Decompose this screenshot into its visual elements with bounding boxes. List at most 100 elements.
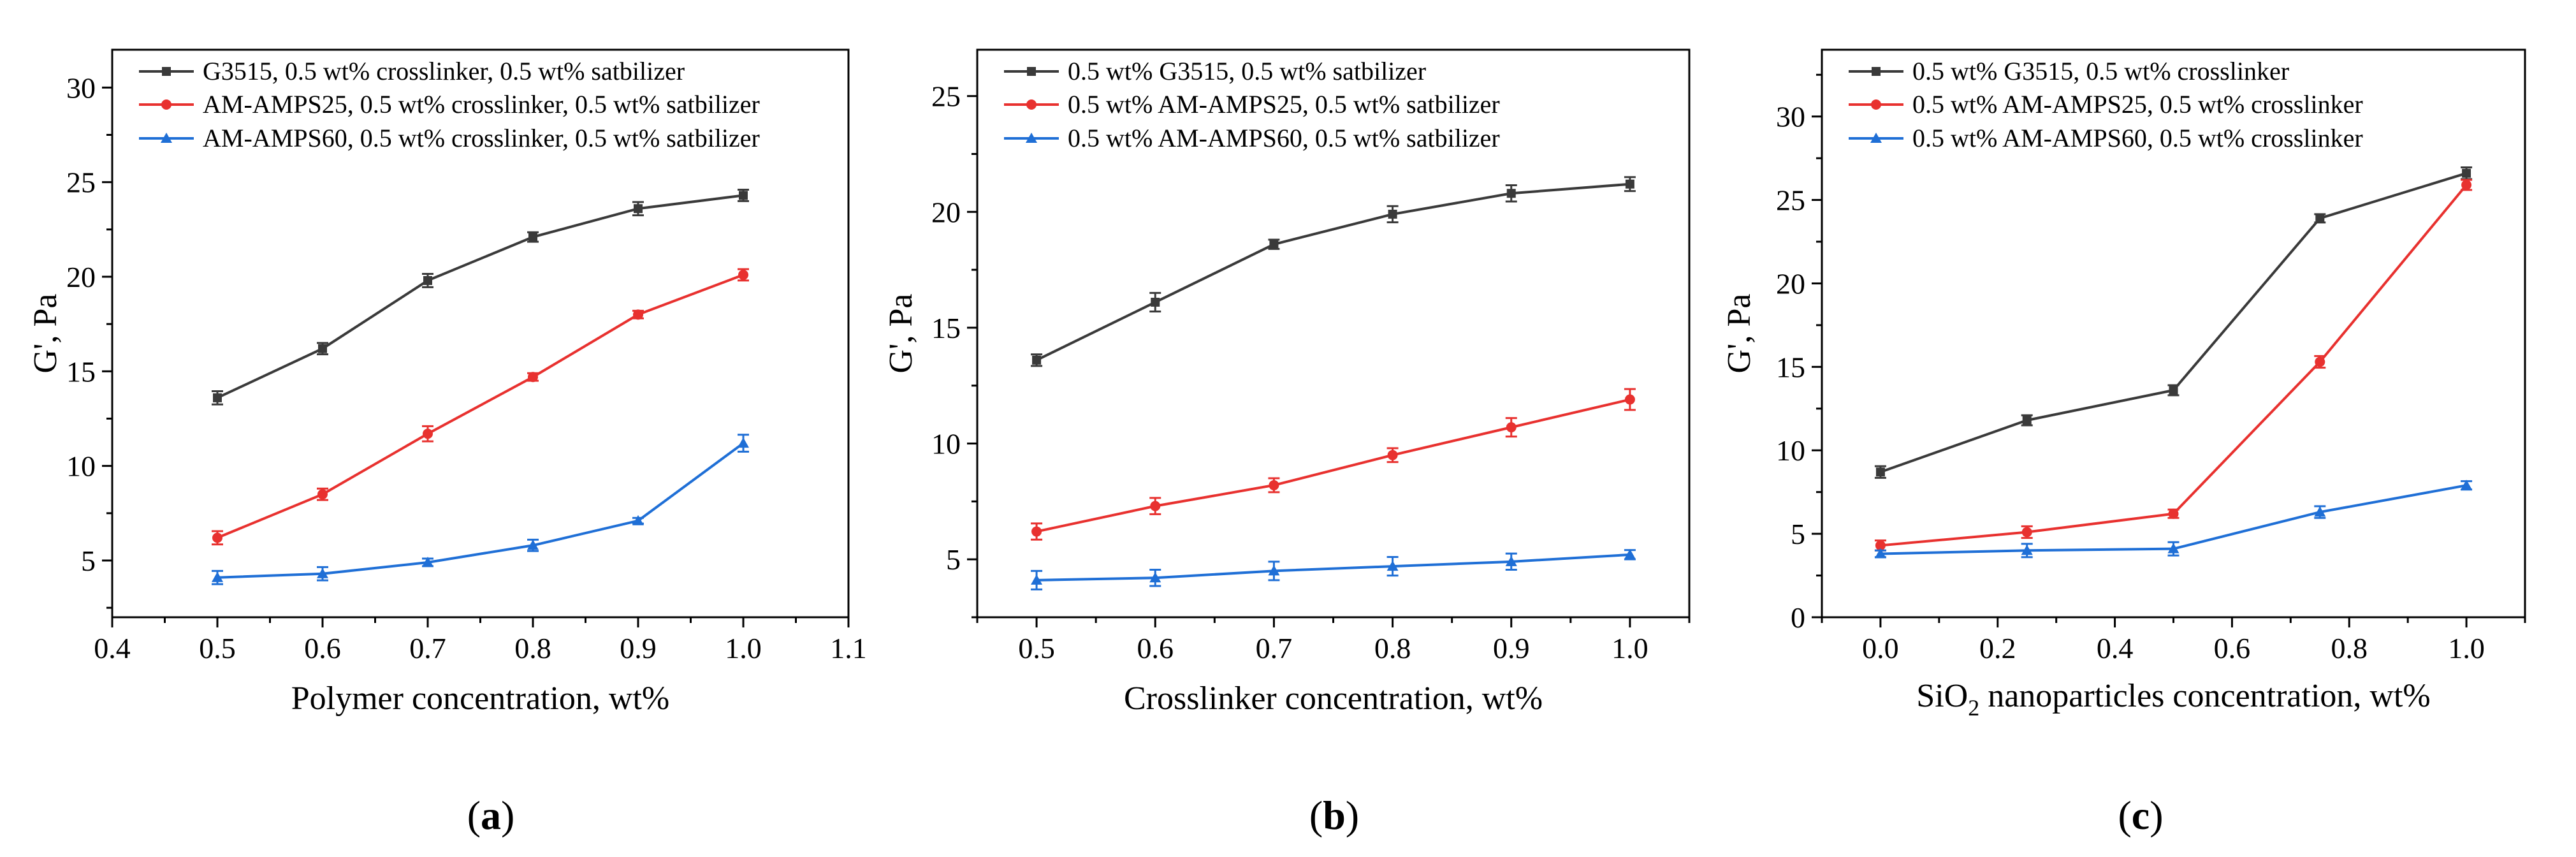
legend-marker: [1027, 67, 1036, 76]
y-tick-label: 15: [931, 312, 961, 344]
x-tick-label: 0.9: [620, 632, 657, 664]
y-tick-label: 15: [66, 355, 96, 388]
data-point: [1625, 179, 1634, 189]
data-point: [212, 532, 222, 543]
y-tick-label: 15: [1776, 351, 1805, 383]
data-point: [212, 571, 223, 582]
panel-label-paren: ): [2150, 793, 2163, 838]
series-line: [217, 274, 744, 539]
data-point: [213, 393, 222, 402]
data-point: [2462, 168, 2471, 178]
data-point: [1506, 422, 1517, 433]
data-point: [1031, 526, 1042, 537]
x-tick-label: 0.8: [514, 632, 551, 664]
panel-label-paren: (: [1309, 793, 1323, 838]
series-0: [1031, 176, 1636, 367]
x-tick-label: 0.4: [94, 632, 131, 664]
data-point: [2315, 214, 2325, 223]
panel-label: (c): [2118, 793, 2163, 838]
data-point: [317, 568, 328, 578]
data-point: [1032, 355, 1042, 365]
chart-panel-b: 0.5 0.6 0.7 0.8 0.9 1.0 5 10 15 20 25 G', Pa Crossli…: [883, 48, 1691, 838]
series-line: [1036, 398, 1631, 533]
legend-marker: [1026, 99, 1037, 110]
data-point: [1875, 540, 1886, 551]
legend-label: G3515, 0.5 wt% crosslinker, 0.5 wt% satb…: [203, 57, 685, 85]
data-point: [1874, 548, 1886, 559]
x-axis-title-subscript: 2: [1968, 695, 1979, 721]
data-point: [423, 428, 433, 439]
panel-label-paren: ): [501, 793, 514, 838]
x-tick-label: 1.0: [1612, 632, 1648, 664]
legend-label: 0.5 wt% AM-AMPS60, 0.5 wt% crosslinker: [1912, 124, 2363, 152]
data-point: [2461, 480, 2473, 490]
data-point: [738, 437, 749, 448]
y-tick-label: 5: [946, 543, 961, 576]
data-point: [1387, 450, 1398, 460]
legend-marker: [162, 67, 171, 76]
y-tick-label: 25: [1776, 184, 1805, 217]
data-point: [2168, 508, 2179, 519]
legend: 0.5 wt% G3515, 0.5 wt% satbilizer 0.5 wt%…: [1004, 57, 1500, 152]
legend-label: 0.5 wt% AM-AMPS25, 0.5 wt% crosslinker: [1912, 90, 2363, 119]
series-line: [1880, 172, 2467, 474]
series-0: [212, 189, 749, 406]
panel-label-paren: ): [1346, 793, 1359, 838]
data-point: [2021, 527, 2032, 538]
legend-marker: [1026, 133, 1037, 143]
data-point: [1031, 574, 1043, 585]
data-point: [318, 344, 327, 353]
x-tick-label: 0.8: [2331, 632, 2368, 664]
legend-label: AM-AMPS25, 0.5 wt% crosslinker, 0.5 wt% …: [203, 90, 760, 119]
data-point: [739, 191, 748, 200]
y-tick-label: 30: [66, 71, 96, 104]
data-point: [1269, 240, 1279, 249]
legend-label: 0.5 wt% G3515, 0.5 wt% crosslinker: [1912, 57, 2289, 85]
x-tick-label: 0.9: [1493, 632, 1530, 664]
x-tick-label: 0.8: [1374, 632, 1411, 664]
panel-label-paren: (: [467, 793, 481, 838]
series-1: [1874, 179, 2473, 552]
x-tick-label: 0.6: [2214, 632, 2251, 664]
data-point: [2167, 543, 2179, 553]
panel-label-letter: c: [2132, 793, 2150, 838]
data-point: [634, 204, 643, 214]
series-2: [212, 434, 749, 585]
data-point: [2021, 545, 2033, 555]
data-point: [1624, 548, 1636, 559]
data-point: [2315, 356, 2325, 367]
y-tick-label: 20: [66, 261, 96, 293]
legend: 0.5 wt% G3515, 0.5 wt% crosslinker 0.5 wt…: [1849, 57, 2363, 152]
data-point: [2461, 180, 2472, 191]
x-axis-title: SiO2 nanoparticles concentration, wt%: [1916, 678, 2430, 721]
data-point: [317, 489, 328, 500]
y-tick-label: 5: [81, 545, 96, 577]
data-point: [2022, 416, 2032, 425]
series-line: [217, 442, 745, 579]
data-point: [423, 275, 432, 285]
series-line: [1037, 553, 1631, 582]
series-1: [212, 268, 749, 546]
data-point: [1149, 572, 1161, 583]
y-axis-title: G', Pa: [883, 294, 919, 374]
panel-label: (b): [1309, 793, 1359, 838]
x-tick-label: 0.5: [199, 632, 236, 664]
legend-marker: [1871, 99, 1881, 110]
legend-label: 0.5 wt% AM-AMPS25, 0.5 wt% satbilizer: [1068, 90, 1500, 119]
data-point: [528, 372, 538, 383]
x-tick-label: 1.0: [725, 632, 762, 664]
panel-label-paren: (: [2118, 793, 2131, 838]
y-axis-title: G', Pa: [27, 294, 64, 374]
series-1: [1031, 388, 1636, 541]
data-point: [2169, 386, 2178, 395]
y-tick-label: 25: [931, 80, 961, 113]
panel-label: (a): [467, 793, 515, 838]
y-tick-label: 10: [931, 428, 961, 460]
data-point: [633, 309, 643, 320]
data-point: [1386, 560, 1399, 571]
data-point: [1505, 555, 1517, 566]
legend-marker: [1870, 133, 1882, 143]
legend-label: 0.5 wt% AM-AMPS60, 0.5 wt% satbilizer: [1068, 124, 1500, 152]
y-tick-label: 20: [1776, 267, 1805, 300]
